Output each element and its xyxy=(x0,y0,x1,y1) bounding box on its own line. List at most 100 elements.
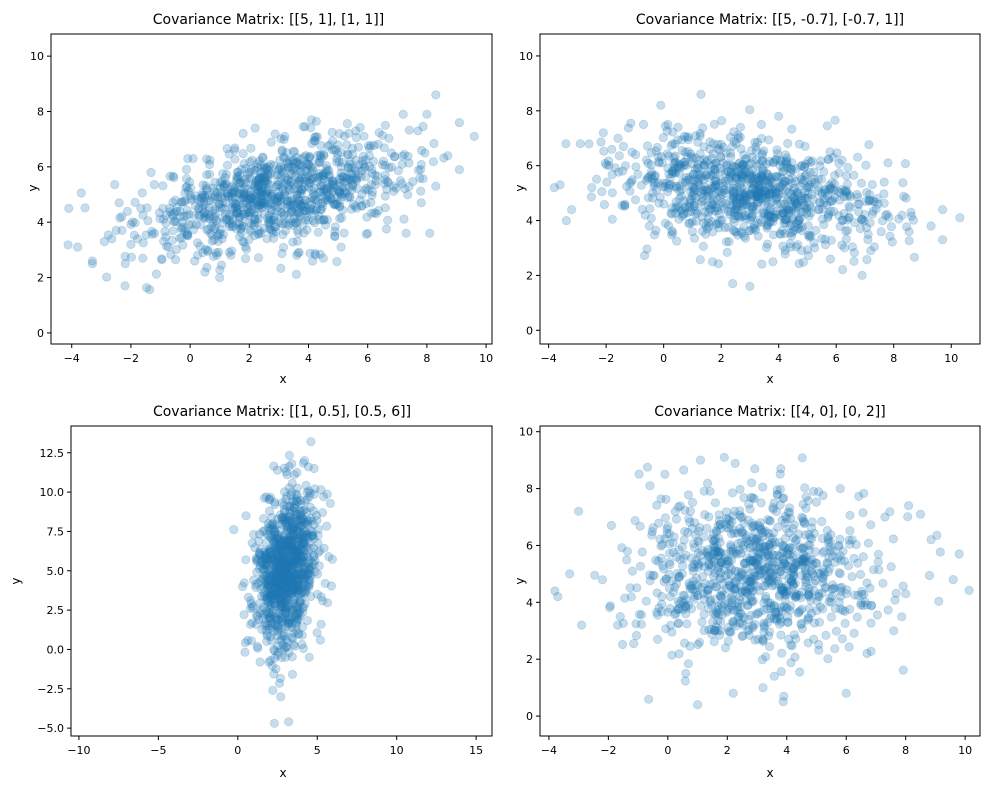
data-point xyxy=(282,501,292,511)
data-point xyxy=(242,198,252,209)
data-point xyxy=(276,194,287,204)
data-point xyxy=(250,214,260,224)
data-point xyxy=(753,634,763,644)
x-tick-label: 10 xyxy=(958,744,972,757)
data-point xyxy=(282,470,292,480)
data-point xyxy=(730,566,741,576)
data-point xyxy=(257,196,267,206)
data-point xyxy=(784,503,795,513)
data-point xyxy=(311,205,321,215)
data-point xyxy=(715,193,726,203)
data-point xyxy=(759,185,769,195)
data-point xyxy=(250,215,260,225)
data-point xyxy=(253,179,263,189)
data-point xyxy=(252,159,262,169)
data-point xyxy=(345,157,355,167)
data-point xyxy=(707,181,717,191)
data-point xyxy=(825,183,836,193)
data-point xyxy=(221,179,231,189)
data-point xyxy=(751,609,761,619)
data-point xyxy=(259,197,269,207)
data-point xyxy=(789,222,800,232)
data-point xyxy=(727,488,738,498)
data-point xyxy=(126,219,136,229)
data-point xyxy=(224,211,234,221)
data-point xyxy=(756,119,767,130)
data-point xyxy=(158,181,168,191)
data-point xyxy=(289,158,299,168)
data-point xyxy=(315,149,326,159)
data-point xyxy=(835,483,845,494)
data-point xyxy=(304,579,315,589)
data-point xyxy=(154,208,164,218)
data-point xyxy=(286,206,296,216)
data-point xyxy=(238,202,248,212)
data-point xyxy=(827,551,837,561)
data-point xyxy=(324,170,334,180)
data-point xyxy=(195,197,206,207)
data-point xyxy=(327,185,337,195)
data-point xyxy=(314,157,324,167)
data-point xyxy=(745,281,755,291)
data-point xyxy=(781,186,791,196)
data-point xyxy=(845,203,855,213)
data-point xyxy=(307,192,317,203)
data-point xyxy=(279,487,290,497)
data-point xyxy=(325,193,336,203)
data-point xyxy=(270,129,280,139)
data-point xyxy=(300,167,310,177)
data-point xyxy=(268,228,278,238)
data-point xyxy=(849,256,859,266)
data-point xyxy=(228,198,238,209)
data-point xyxy=(306,204,316,214)
data-point xyxy=(278,640,288,650)
data-point xyxy=(382,215,393,225)
data-point xyxy=(361,183,372,193)
data-point xyxy=(274,191,285,201)
data-point xyxy=(229,145,240,155)
data-point xyxy=(310,248,320,259)
data-point xyxy=(757,654,768,665)
data-point xyxy=(238,221,249,231)
data-point xyxy=(195,211,205,221)
data-point xyxy=(334,187,344,197)
data-point xyxy=(288,529,298,540)
data-point xyxy=(327,127,337,137)
data-point xyxy=(391,183,401,193)
data-point xyxy=(297,174,307,184)
data-point xyxy=(267,661,277,671)
data-point xyxy=(356,166,367,176)
data-point xyxy=(307,164,317,174)
data-point xyxy=(166,250,176,260)
data-point xyxy=(776,464,786,474)
data-point xyxy=(404,158,414,168)
data-point xyxy=(311,132,321,142)
data-point xyxy=(189,210,199,220)
data-point xyxy=(307,185,317,195)
data-point xyxy=(287,200,297,210)
data-point xyxy=(679,465,689,475)
data-point xyxy=(291,603,302,614)
data-point xyxy=(680,676,690,686)
data-point xyxy=(636,610,647,620)
data-point xyxy=(288,165,298,175)
data-point xyxy=(729,217,739,228)
data-point xyxy=(712,608,723,618)
data-point xyxy=(311,116,321,127)
data-point xyxy=(654,198,664,208)
data-point xyxy=(298,122,308,132)
data-point xyxy=(860,210,870,220)
x-tick-label: 2 xyxy=(718,352,725,365)
data-point xyxy=(202,170,212,180)
data-point xyxy=(382,176,392,187)
data-point xyxy=(793,529,804,539)
data-point xyxy=(615,611,625,622)
data-point xyxy=(318,187,328,197)
data-point xyxy=(656,494,666,504)
data-point xyxy=(245,199,255,209)
data-point xyxy=(758,176,769,186)
data-point xyxy=(247,155,257,166)
data-point xyxy=(219,181,229,191)
data-point xyxy=(964,585,974,596)
